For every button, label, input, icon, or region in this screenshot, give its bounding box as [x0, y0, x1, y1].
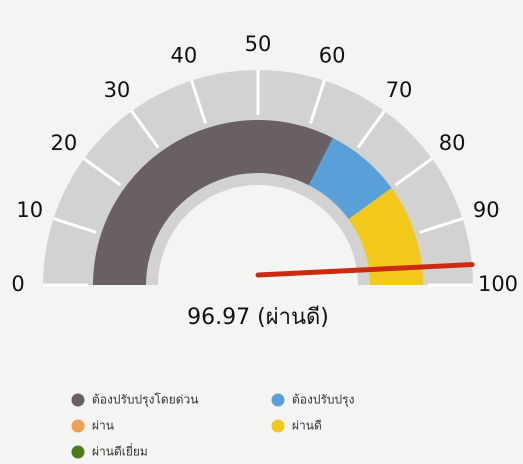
tick-mark [190, 80, 207, 124]
tick-label: 40 [170, 44, 197, 68]
tick-mark [130, 110, 160, 149]
tick-mark [83, 157, 122, 187]
tick-label: 70 [386, 78, 413, 102]
gauge-band [93, 119, 333, 285]
value-label: 96.97 (ผ่านดี) [187, 305, 329, 330]
tick-label: 90 [473, 198, 500, 222]
legend-swatch [271, 419, 285, 433]
tick-mark [356, 110, 386, 149]
tick-label: 10 [16, 198, 43, 222]
tick-mark [309, 80, 326, 124]
tick-label: 60 [319, 44, 346, 68]
tick-mark [419, 217, 463, 234]
tick-label: 80 [439, 131, 466, 155]
tick-mark [53, 217, 97, 234]
legend-label: ผ่าน [92, 419, 114, 433]
tick-label: 50 [245, 32, 272, 56]
legend-label: ต้องปรับปรุงโดยด่วน [92, 393, 198, 408]
gauge-band [308, 137, 392, 220]
tick-mark [394, 157, 433, 187]
tick-label: 0 [11, 272, 24, 296]
legend-swatch [271, 393, 285, 407]
legend-label: ผ่านดี [292, 419, 322, 433]
legend-label: ต้องปรับปรุง [292, 393, 354, 408]
legend-swatch [71, 419, 85, 433]
legend-swatch [71, 393, 85, 407]
gauge-band [348, 188, 423, 285]
needle [255, 262, 475, 278]
tick-label: 30 [104, 78, 131, 102]
legend-label: ผ่านดีเยี่ยม [92, 443, 148, 459]
tick-label: 100 [478, 272, 518, 296]
tick-label: 20 [50, 131, 77, 155]
legend-swatch [71, 445, 85, 459]
